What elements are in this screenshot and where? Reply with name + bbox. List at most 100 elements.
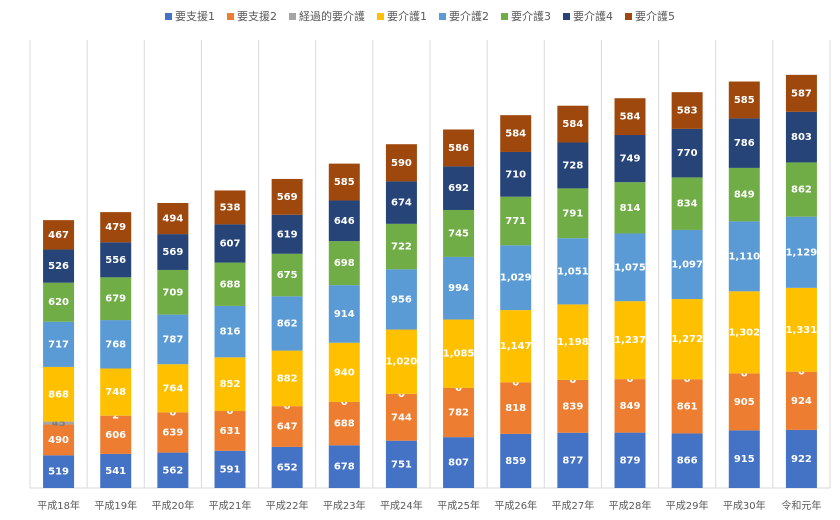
bar-segment (100, 415, 132, 454)
bar-segment (385, 223, 417, 270)
legend-swatch (227, 13, 234, 20)
bar-segment (557, 188, 589, 239)
bar-segment (271, 253, 303, 297)
data-label: 0 (169, 407, 176, 418)
bar-segment (557, 105, 589, 143)
bar-segment (785, 429, 817, 488)
bar-segment (385, 329, 417, 394)
bar-segment (214, 450, 246, 488)
data-label: 814 (620, 203, 641, 214)
data-label: 1,110 (728, 251, 760, 262)
data-label: 1,302 (728, 327, 760, 338)
bar-segment (614, 98, 646, 136)
data-label: 631 (220, 426, 241, 437)
data-label: 679 (105, 294, 126, 305)
data-label: 587 (791, 88, 812, 99)
data-label: 675 (277, 270, 298, 281)
data-label: 45 (52, 418, 66, 429)
bar-segment (43, 455, 75, 488)
bar-segment (785, 371, 817, 430)
bar-segment (385, 181, 417, 224)
bar-segment (785, 111, 817, 163)
legend-item: 要介護1 (377, 9, 427, 23)
data-label: 915 (734, 454, 755, 465)
data-label: 1,075 (614, 262, 646, 273)
bar-segment (43, 366, 75, 422)
data-label: 849 (734, 190, 755, 201)
data-label: 0 (512, 377, 519, 388)
data-label: 646 (334, 216, 355, 227)
bar-segment (443, 319, 475, 388)
data-label: 770 (677, 148, 698, 159)
bar-segment (785, 216, 817, 288)
data-label: 1,029 (500, 273, 532, 284)
bar-segment (671, 229, 703, 300)
data-label: 0 (284, 401, 291, 412)
data-label: 717 (48, 339, 69, 350)
data-label: 710 (505, 169, 526, 180)
x-tick-label: 平成21年 (209, 499, 252, 512)
legend-label: 経過的要介護 (299, 9, 365, 23)
bar-segment (671, 299, 703, 380)
legend-item: 要介護4 (563, 9, 613, 23)
x-tick-label: 平成20年 (151, 499, 194, 512)
bar-segment (728, 167, 760, 222)
data-label: 647 (277, 422, 298, 433)
data-label: 590 (391, 158, 412, 169)
data-label: 868 (48, 389, 69, 400)
legend-swatch (563, 13, 570, 20)
data-label: 861 (677, 401, 698, 412)
bar-segment (157, 412, 189, 453)
bar-segment (157, 234, 189, 270)
x-tick-label: 平成24年 (380, 499, 423, 512)
data-label: 0 (341, 397, 348, 408)
data-label: 877 (562, 455, 583, 466)
data-label: 818 (505, 403, 526, 414)
data-label: 2 (112, 411, 119, 422)
bar-segment (43, 282, 75, 322)
bar-segment (214, 357, 246, 412)
x-tick-label: 令和元年 (781, 499, 821, 512)
data-label: 678 (334, 462, 355, 473)
data-label: 1,147 (500, 341, 532, 352)
data-label: 1,237 (614, 335, 646, 346)
data-label: 764 (162, 383, 183, 394)
bar-segment (100, 320, 132, 369)
bar-segment (614, 432, 646, 488)
data-label: 674 (391, 198, 412, 209)
legend-item: 要介護5 (625, 9, 675, 23)
legend-item: 要介護3 (501, 9, 551, 23)
data-label: 1,051 (557, 266, 589, 277)
data-label: 803 (791, 132, 812, 143)
data-label: 807 (448, 458, 469, 469)
bar-segment (671, 433, 703, 488)
data-label: 583 (677, 106, 698, 117)
data-label: 1,331 (786, 325, 818, 336)
bar-segment (328, 445, 360, 488)
bar-segment (500, 433, 532, 488)
legend-item: 要支援2 (227, 9, 277, 23)
bar-segment (214, 262, 246, 306)
bar-segment (214, 190, 246, 225)
bar-segment (671, 128, 703, 178)
bar-segment (214, 305, 246, 358)
data-label: 768 (105, 339, 126, 350)
bar-segment (671, 177, 703, 230)
data-label: 882 (277, 373, 298, 384)
bar-segment (43, 220, 75, 250)
x-tick-label: 平成29年 (666, 499, 709, 512)
bar-segment (443, 387, 475, 438)
data-label: 0 (741, 368, 748, 379)
bar-segment (614, 182, 646, 234)
data-label: 922 (791, 454, 812, 465)
data-label: 862 (277, 318, 298, 329)
legend-swatch (625, 13, 632, 20)
data-label: 562 (162, 465, 183, 476)
data-label: 728 (562, 160, 583, 171)
bar-segment (43, 424, 75, 456)
bar-segment (271, 178, 303, 215)
data-label: 905 (734, 397, 755, 408)
bar-segment (557, 304, 589, 380)
data-label: 698 (334, 258, 355, 269)
legend-item: 経過的要介護 (289, 9, 365, 23)
